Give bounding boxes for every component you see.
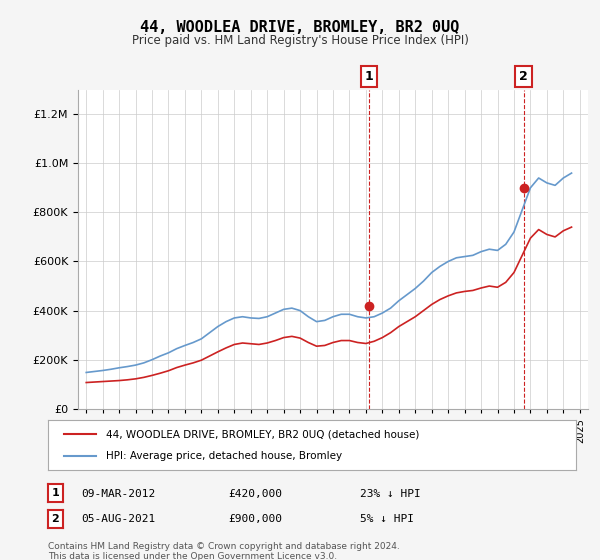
Text: 5% ↓ HPI: 5% ↓ HPI	[360, 514, 414, 524]
Text: Contains HM Land Registry data © Crown copyright and database right 2024.
This d: Contains HM Land Registry data © Crown c…	[48, 542, 400, 560]
Text: Price paid vs. HM Land Registry's House Price Index (HPI): Price paid vs. HM Land Registry's House …	[131, 34, 469, 46]
Text: 05-AUG-2021: 05-AUG-2021	[81, 514, 155, 524]
Text: £420,000: £420,000	[228, 489, 282, 499]
Text: 1: 1	[52, 488, 59, 498]
Text: 23% ↓ HPI: 23% ↓ HPI	[360, 489, 421, 499]
Text: 44, WOODLEA DRIVE, BROMLEY, BR2 0UQ: 44, WOODLEA DRIVE, BROMLEY, BR2 0UQ	[140, 20, 460, 35]
Text: 1: 1	[364, 70, 373, 83]
Text: £900,000: £900,000	[228, 514, 282, 524]
Text: 2: 2	[52, 514, 59, 524]
Text: 44, WOODLEA DRIVE, BROMLEY, BR2 0UQ (detached house): 44, WOODLEA DRIVE, BROMLEY, BR2 0UQ (det…	[106, 429, 419, 439]
Text: HPI: Average price, detached house, Bromley: HPI: Average price, detached house, Brom…	[106, 451, 342, 461]
Text: 2: 2	[519, 70, 528, 83]
Text: 09-MAR-2012: 09-MAR-2012	[81, 489, 155, 499]
